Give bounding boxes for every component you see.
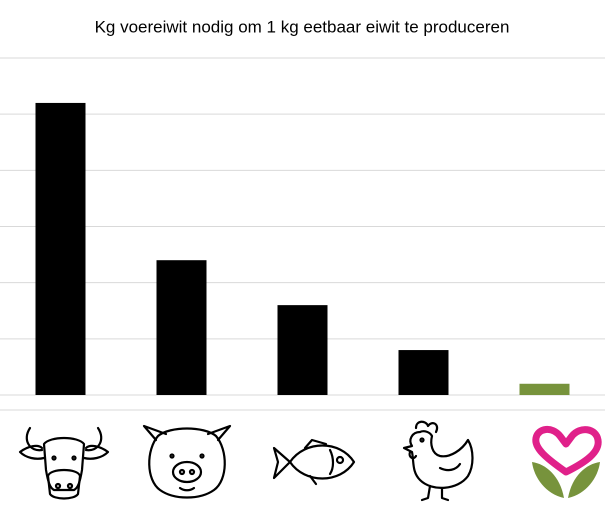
- chicken-icon: [402, 420, 474, 502]
- bar: [277, 305, 328, 395]
- bar: [35, 102, 86, 395]
- chart-title: Kg voereiwit nodig om 1 kg eetbaar eiwit…: [95, 17, 510, 36]
- bar: [519, 383, 570, 395]
- cow-icon: [18, 426, 110, 500]
- bar: [156, 260, 207, 395]
- pig-icon: [142, 424, 232, 499]
- bar: [398, 350, 449, 395]
- category-icons: [18, 420, 602, 502]
- heart-logo: [532, 426, 602, 498]
- fish-icon: [272, 438, 356, 486]
